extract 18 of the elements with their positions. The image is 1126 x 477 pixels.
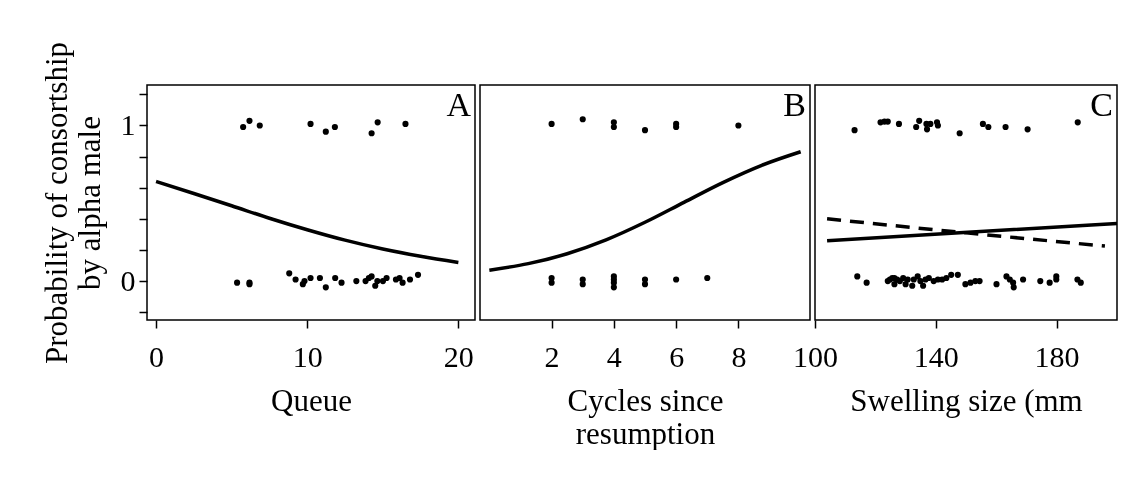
- x-axis-title: Queue: [271, 382, 352, 418]
- x-tick-label: 2: [544, 339, 560, 373]
- x-tick-label: 20: [443, 339, 474, 373]
- y-tick-label: 1: [120, 107, 136, 141]
- annotation: B: [783, 86, 806, 123]
- x-tick-label: 180: [1034, 339, 1080, 373]
- x-tick-label: 140: [913, 339, 959, 373]
- x-tick-label: 10: [292, 339, 323, 373]
- x-tick-label: 6: [669, 339, 685, 373]
- annotation: C: [1090, 86, 1113, 123]
- x-axis-title: Cycles since resumption: [567, 382, 724, 451]
- x-tick-label: 8: [731, 339, 747, 373]
- x-tick-label: 4: [606, 339, 622, 373]
- annotation: A: [446, 86, 472, 123]
- x-tick-label: 100: [793, 339, 838, 373]
- y-axis-title: Probability of consortship by alpha male: [38, 41, 107, 365]
- x-axis-title: Swelling size (mm: [850, 382, 1083, 418]
- x-tick-label: 0: [149, 339, 165, 373]
